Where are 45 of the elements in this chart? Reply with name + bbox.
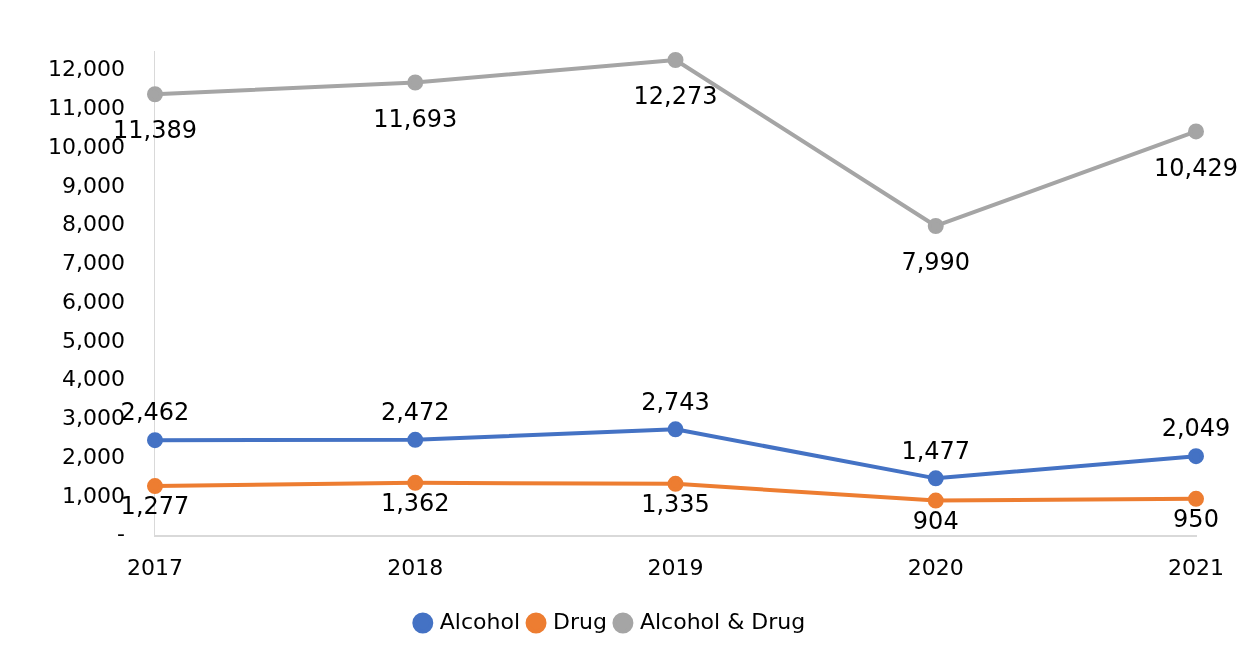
legend-label: Drug <box>553 608 607 634</box>
point <box>1188 490 1205 507</box>
y-tick-label: 12,000 <box>47 56 125 82</box>
x-tick-label: 2017 <box>126 554 183 580</box>
y-tick-label: 11,000 <box>47 95 125 121</box>
point <box>667 475 684 492</box>
point <box>146 478 163 495</box>
y-tick-label: 8,000 <box>61 211 125 237</box>
y-tick-label: 6,000 <box>61 288 125 314</box>
y-tick-label: 2,000 <box>61 443 125 469</box>
x-tick-label: 2020 <box>907 554 964 580</box>
legend-label: Alcohol <box>439 608 521 634</box>
data-label: 10,429 <box>1154 153 1238 182</box>
point <box>146 432 163 449</box>
data-label: 1,335 <box>641 490 710 519</box>
data-label: 2,743 <box>641 387 710 416</box>
y-tick-label: 9,000 <box>61 172 125 198</box>
point <box>407 431 424 448</box>
point <box>927 217 944 234</box>
data-label: 7,990 <box>901 248 971 277</box>
point <box>407 74 424 91</box>
data-label: 11,693 <box>373 104 458 133</box>
data-label: 950 <box>1173 505 1219 534</box>
point <box>407 474 424 491</box>
x-tick-label: 2018 <box>387 554 444 580</box>
data-label: 2,472 <box>380 398 450 427</box>
x-tick-label: 2019 <box>647 554 704 580</box>
data-label: 1,362 <box>380 489 450 518</box>
point <box>146 86 163 103</box>
point <box>1188 123 1205 140</box>
y-tick-label: 7,000 <box>61 250 125 276</box>
data-label: 1,477 <box>901 436 971 465</box>
data-label: 904 <box>912 506 959 535</box>
y-tick-label: - <box>117 521 125 547</box>
y-tick-label: 4,000 <box>61 366 125 392</box>
point <box>927 492 944 509</box>
point <box>1188 448 1205 465</box>
data-label: 12,273 <box>633 82 718 111</box>
point <box>667 52 684 68</box>
point <box>667 421 684 438</box>
y-tick-label: 5,000 <box>61 327 125 353</box>
legend-label: Alcohol & Drug <box>639 608 806 634</box>
data-label: 2,049 <box>1161 414 1231 443</box>
x-tick-label: 2021 <box>1168 554 1225 580</box>
point <box>927 470 944 487</box>
